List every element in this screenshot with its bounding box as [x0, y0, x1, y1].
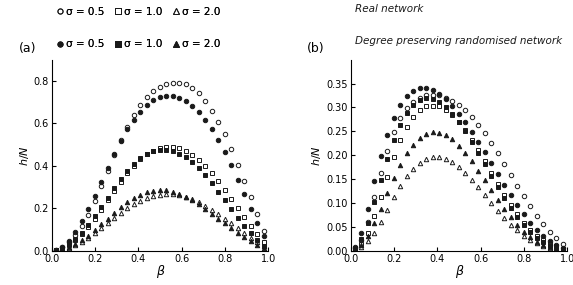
Y-axis label: $h/N$: $h/N$	[18, 145, 30, 166]
Text: (b): (b)	[307, 42, 325, 55]
Legend: σ = 0.5, σ = 1.0, σ = 2.0: σ = 0.5, σ = 1.0, σ = 2.0	[57, 39, 221, 49]
Y-axis label: $h/N$: $h/N$	[311, 145, 323, 166]
X-axis label: β: β	[156, 265, 164, 278]
X-axis label: β: β	[455, 265, 463, 278]
Text: Degree preserving randomised network: Degree preserving randomised network	[355, 36, 562, 46]
Text: (a): (a)	[19, 42, 37, 55]
Text: Real network: Real network	[355, 4, 423, 14]
Legend: σ = 0.5, σ = 1.0, σ = 2.0: σ = 0.5, σ = 1.0, σ = 2.0	[57, 7, 221, 17]
